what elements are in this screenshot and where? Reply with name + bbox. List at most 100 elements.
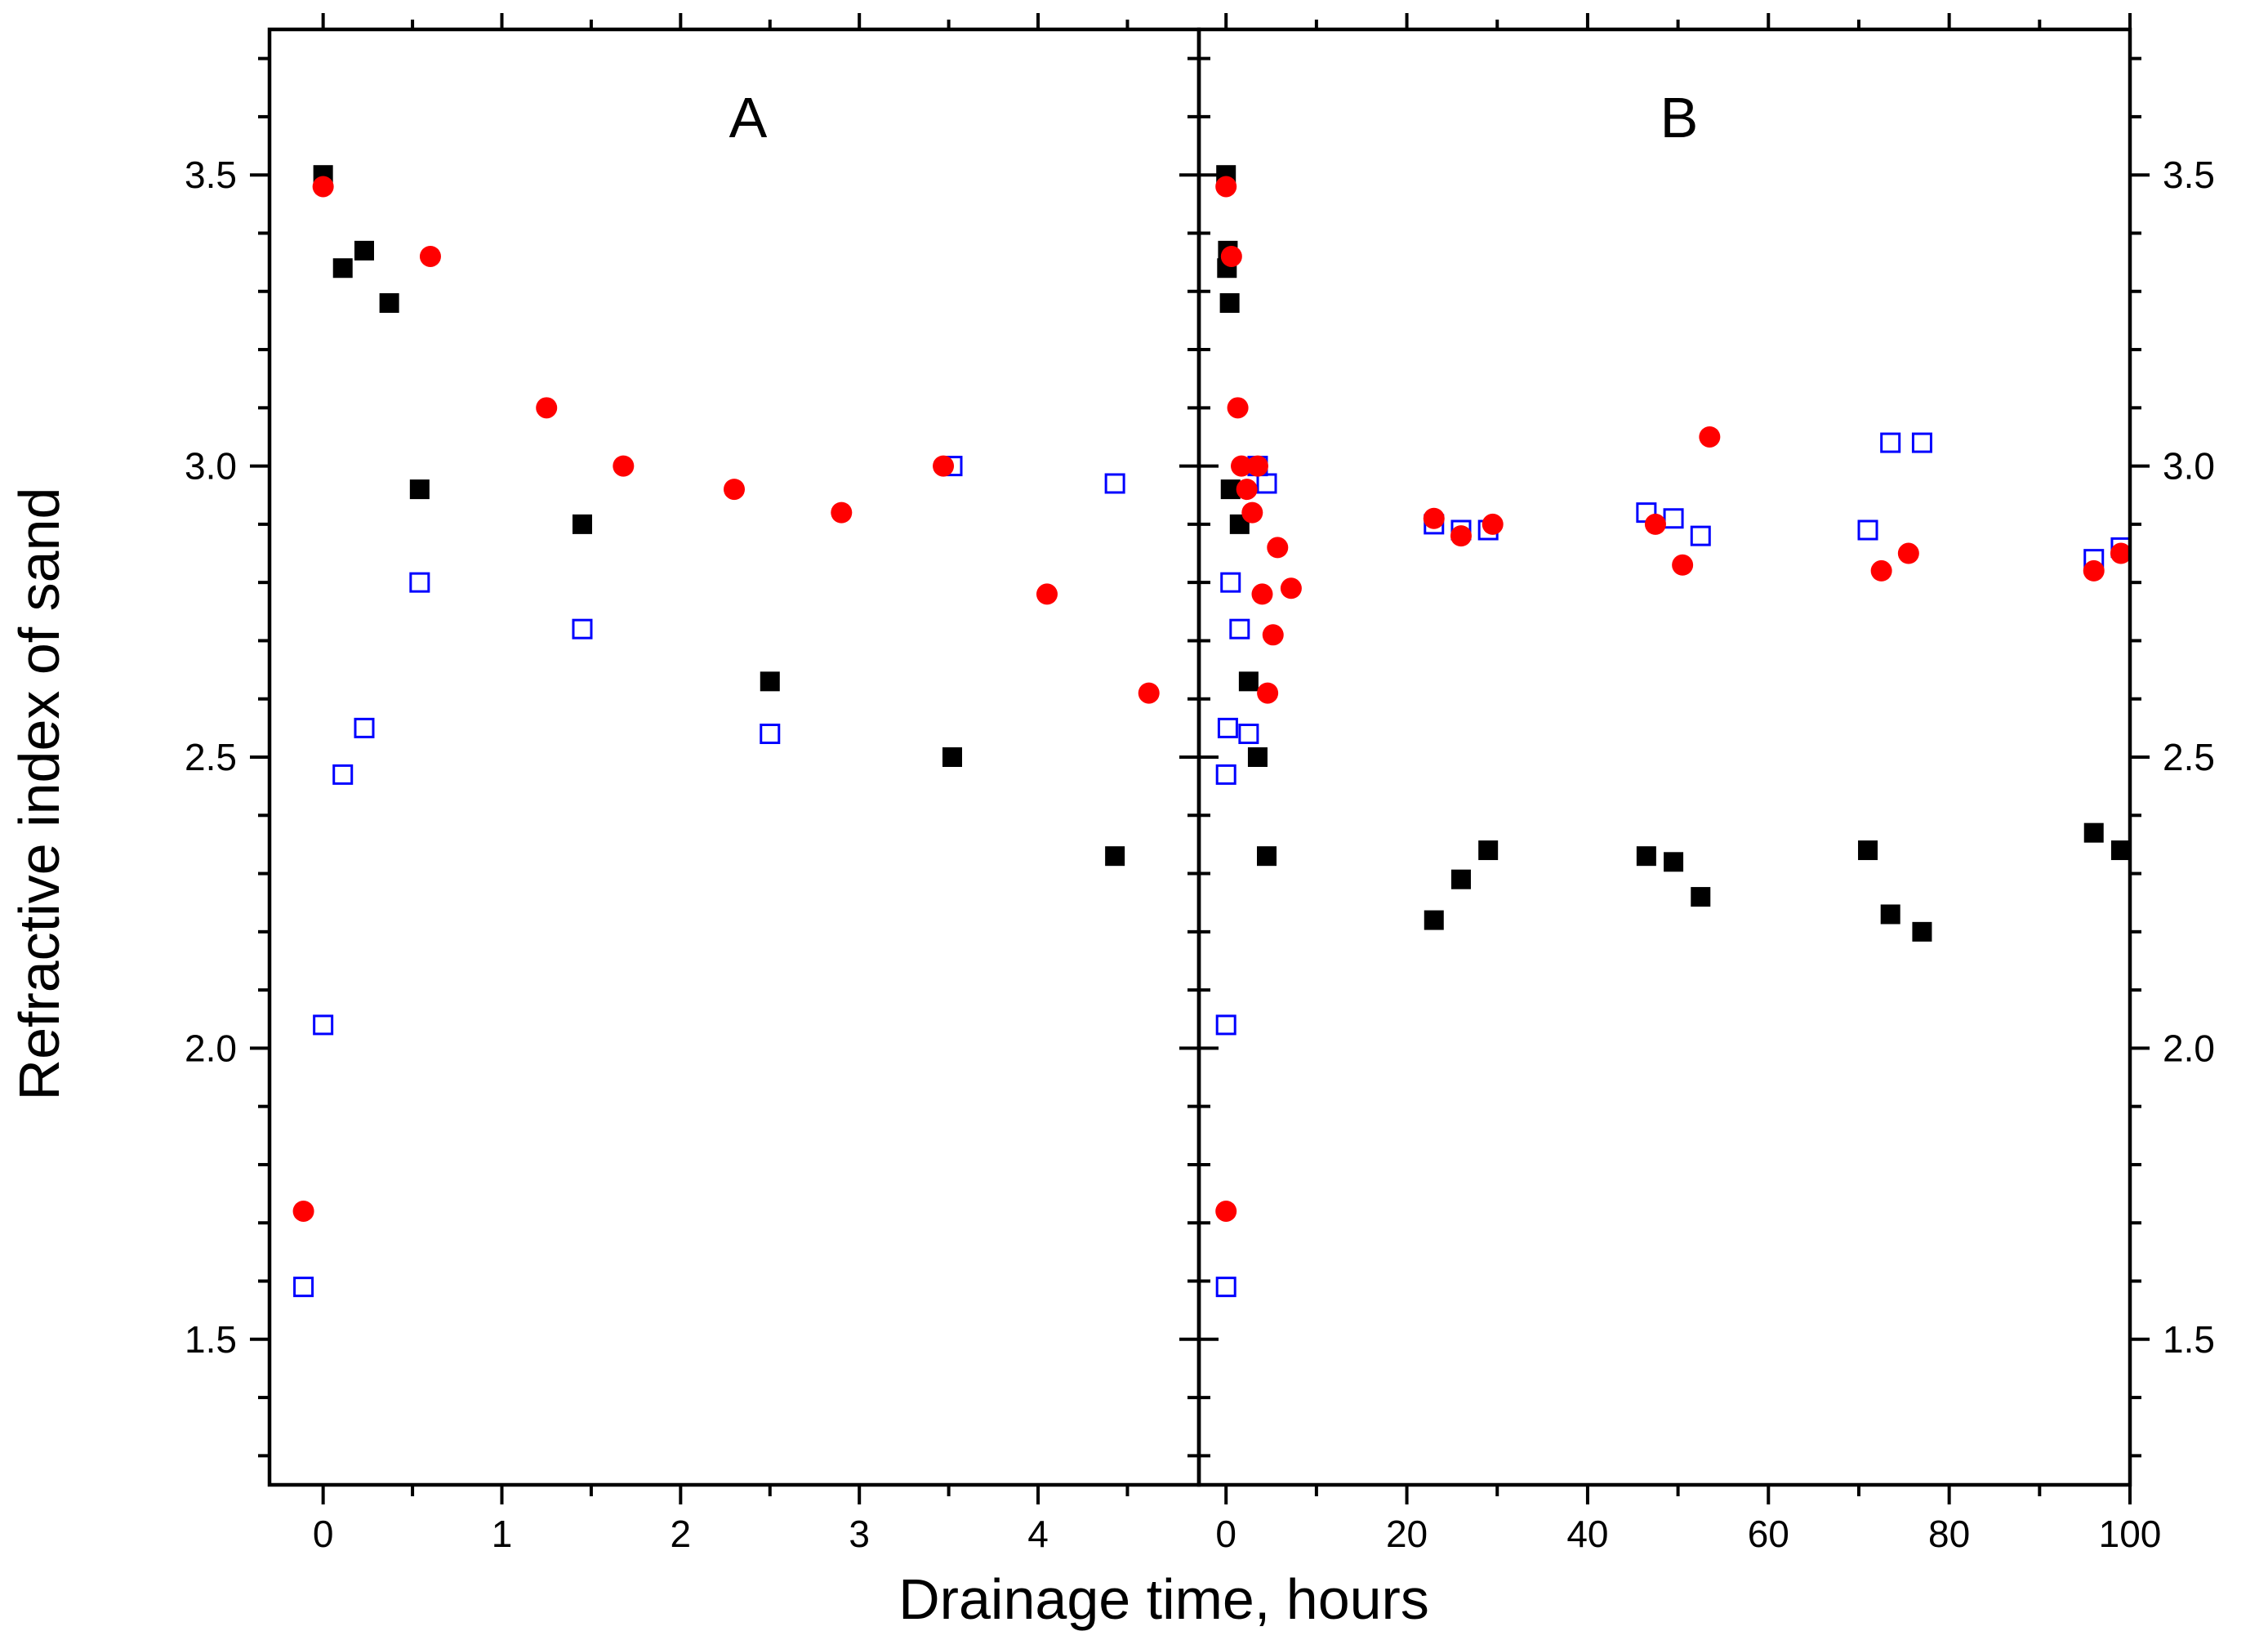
data-point-open-square	[1690, 525, 1711, 546]
data-point-filled-circle	[1241, 501, 1263, 524]
data-point-open-square	[1104, 473, 1125, 494]
data-point-filled-circle	[1138, 682, 1160, 704]
x-tick-label: 0	[1215, 1513, 1236, 1555]
data-point-filled-circle	[1870, 559, 1892, 582]
data-point-filled-circle	[1215, 1200, 1237, 1222]
data-point-open-square	[1215, 764, 1236, 785]
data-point-filled-circle	[1236, 479, 1258, 501]
data-point-filled-square	[1238, 671, 1259, 692]
y-tick-label-left: 1.5	[185, 1318, 237, 1361]
data-point-filled-square	[1664, 852, 1684, 872]
data-point-filled-circle	[933, 455, 955, 477]
data-point-filled-circle	[1672, 554, 1694, 576]
data-point-filled-square	[1691, 887, 1711, 907]
data-point-filled-circle	[1482, 513, 1504, 535]
data-point-open-square	[354, 717, 375, 738]
data-point-filled-circle	[1227, 397, 1249, 419]
data-point-filled-square	[942, 747, 962, 767]
y-tick-label-left: 3.5	[185, 154, 237, 196]
data-point-filled-circle	[1897, 542, 1919, 564]
data-point-filled-circle	[1267, 537, 1289, 559]
data-point-filled-square	[1257, 846, 1277, 867]
data-point-filled-circle	[1257, 682, 1279, 704]
x-tick-label: 60	[1748, 1513, 1789, 1555]
data-point-filled-square	[332, 258, 353, 279]
x-tick-label: 3	[849, 1513, 870, 1555]
data-point-filled-circle	[2110, 542, 2132, 564]
data-point-filled-circle	[1246, 455, 1268, 477]
data-point-filled-square	[1219, 293, 1240, 314]
data-point-filled-square	[1636, 846, 1656, 867]
panel-a-label: A	[729, 86, 768, 149]
data-point-open-square	[409, 572, 430, 593]
data-point-filled-circle	[613, 455, 635, 477]
y-tick-label-left: 2.0	[185, 1027, 237, 1069]
data-point-filled-square	[354, 240, 374, 261]
x-tick-label: 20	[1386, 1513, 1428, 1555]
x-axis-title: Drainage time, hours	[898, 1567, 1429, 1631]
x-tick-label: 1	[492, 1513, 513, 1555]
data-point-filled-circle	[312, 176, 334, 198]
y-tick-label-right: 3.0	[2163, 445, 2215, 488]
data-point-open-square	[1880, 432, 1901, 453]
data-point-open-square	[1857, 519, 1878, 541]
data-point-open-square	[572, 618, 593, 640]
data-point-open-square	[1911, 432, 1932, 453]
data-point-open-square	[1663, 508, 1684, 529]
data-point-filled-circle	[1215, 176, 1237, 198]
data-point-filled-square	[1247, 747, 1268, 767]
data-point-filled-square	[409, 479, 430, 500]
data-point-filled-circle	[2083, 559, 2105, 582]
x-tick-label: 40	[1566, 1513, 1608, 1555]
data-point-filled-circle	[1644, 513, 1666, 535]
data-point-open-square	[1238, 723, 1259, 744]
data-point-filled-square	[1912, 921, 1932, 942]
data-point-filled-circle	[292, 1200, 314, 1222]
y-tick-label-right: 2.0	[2163, 1027, 2215, 1069]
data-point-filled-circle	[1699, 426, 1721, 448]
x-tick-label: 0	[313, 1513, 334, 1555]
data-point-filled-square	[379, 293, 399, 314]
data-point-filled-circle	[1231, 455, 1253, 477]
data-point-open-square	[760, 723, 781, 744]
data-point-filled-square	[760, 671, 780, 692]
data-point-filled-square	[1450, 869, 1471, 889]
data-point-filled-circle	[1251, 583, 1273, 605]
data-point-filled-square	[1478, 840, 1499, 861]
data-point-filled-square	[2083, 822, 2104, 843]
y-tick-label-left: 3.0	[185, 445, 237, 488]
data-point-filled-square	[1858, 840, 1878, 861]
data-point-filled-circle	[536, 397, 558, 419]
data-point-filled-circle	[1220, 245, 1242, 267]
data-point-open-square	[1220, 572, 1241, 593]
data-point-open-square	[293, 1277, 314, 1298]
data-point-filled-square	[1105, 846, 1125, 867]
data-point-open-square	[1217, 717, 1238, 738]
data-point-filled-circle	[831, 501, 853, 524]
data-point-open-square	[1229, 618, 1250, 640]
panel-b-frame	[1196, 27, 2132, 1487]
data-point-open-square	[1215, 1277, 1236, 1298]
panel-a-frame	[267, 27, 1201, 1487]
tick-labels: 1.5 1.52.0 2.02.5 2.53.0 3.03.5 3.50 1 2 3 4 0 20 40…	[185, 154, 2215, 1555]
data-point-filled-circle	[1280, 577, 1302, 599]
data-point-open-square	[313, 1014, 334, 1036]
data-point-filled-circle	[1262, 624, 1284, 646]
x-tick-label: 80	[1928, 1513, 1970, 1555]
x-tick-label: 2	[671, 1513, 692, 1555]
data-point-filled-square	[2110, 840, 2131, 861]
data-point-filled-circle	[724, 479, 745, 501]
data-point-filled-circle	[1036, 583, 1058, 605]
data-points	[292, 165, 2132, 1298]
x-tick-label: 4	[1027, 1513, 1049, 1555]
y-tick-label-left: 2.5	[185, 736, 237, 778]
y-tick-label-right: 3.5	[2163, 154, 2215, 196]
data-point-filled-square	[1424, 910, 1444, 930]
y-tick-label-right: 1.5	[2163, 1318, 2215, 1361]
x-tick-label: 100	[2099, 1513, 2162, 1555]
data-point-filled-circle	[1450, 525, 1472, 547]
data-point-filled-square	[572, 514, 592, 534]
data-point-filled-square	[1880, 904, 1900, 925]
panel-b-label: B	[1660, 86, 1699, 149]
